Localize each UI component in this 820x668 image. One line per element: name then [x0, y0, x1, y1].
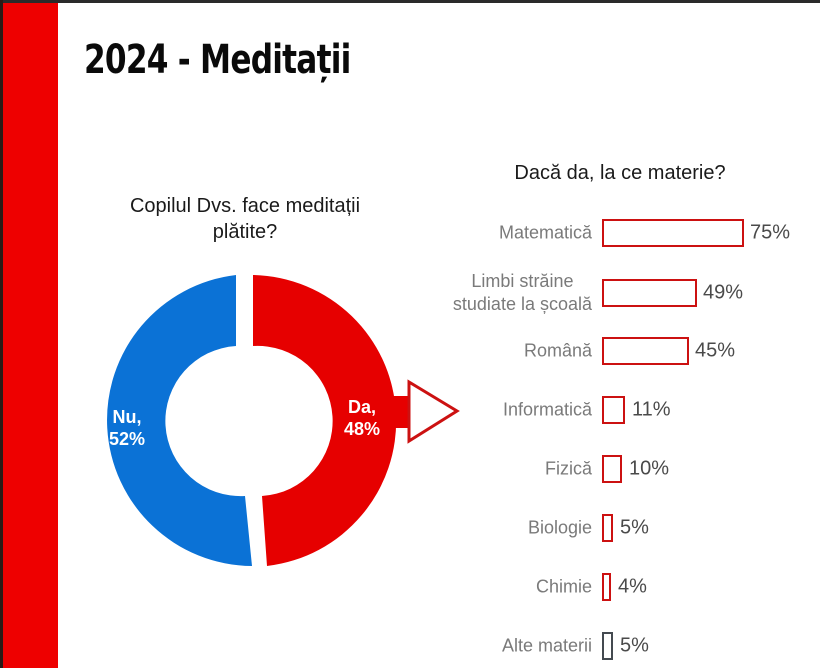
slice-label: Da,: [347, 397, 376, 417]
bar: [602, 396, 625, 424]
bar-row-biologie: Biologie 5%: [410, 514, 820, 542]
bar: [602, 219, 744, 247]
bar-row-matematica: Matematică 75%: [410, 219, 820, 247]
arrow-right-icon: [407, 379, 460, 444]
bar-label-line2: studiate la școală: [452, 294, 592, 314]
bar-value: 49%: [703, 281, 744, 304]
bar: [602, 455, 622, 483]
bar-label: Chimie: [535, 576, 592, 597]
arrow-stem: [392, 396, 412, 428]
bar-value: 11%: [632, 398, 671, 421]
bar-value: 5%: [620, 634, 649, 657]
bar-label-line1: Limbi străine: [471, 271, 574, 291]
bar-row-romana: Română 45%: [410, 337, 820, 365]
bar-value: 45%: [695, 339, 736, 362]
bar: [602, 279, 697, 307]
slice-value: 48%: [343, 419, 381, 439]
bar-value: 5%: [620, 516, 649, 539]
page-title: 2024 - Meditații: [84, 37, 351, 83]
bar-label: Limbi străine studiate la școală: [453, 270, 592, 316]
donut-label-no: Nu, 52%: [100, 406, 154, 450]
bar-label: Biologie: [527, 517, 592, 538]
left-edge: [0, 0, 3, 668]
bar: [602, 573, 611, 601]
donut-slice-no: [107, 275, 252, 566]
donut-label-yes: Da, 48%: [335, 396, 389, 440]
bar-label: Fizică: [544, 458, 592, 479]
bar-value: 75%: [750, 221, 791, 244]
slice-value: 52%: [108, 429, 146, 449]
bar: [602, 514, 613, 542]
accent-sidebar: [3, 3, 58, 668]
bar-row-chimie: Chimie 4%: [410, 573, 820, 601]
bar-label: Alte materii: [501, 635, 592, 656]
bar-value: 10%: [629, 457, 670, 480]
bar-label: Informatică: [502, 399, 592, 420]
bar: [602, 632, 613, 660]
bar: [602, 337, 689, 365]
slice-label: Nu,: [112, 407, 142, 427]
bar-row-limbi-straine: Limbi străine studiate la școală 49%: [410, 271, 820, 314]
donut-title-line1: Copilul Dvs. face meditații: [129, 195, 361, 217]
bar-chart-title: Dacă da, la ce materie?: [514, 162, 726, 184]
bar-row-informatica: Informatică 11%: [410, 396, 820, 424]
top-border: [0, 0, 820, 3]
donut-title-line2: plătite?: [212, 221, 278, 243]
donut-slice-yes: [253, 275, 397, 566]
bar-label: Română: [523, 340, 592, 361]
bar-row-fizica: Fizică 10%: [410, 455, 820, 483]
bar-value: 4%: [618, 575, 647, 598]
bar-label: Matematică: [498, 222, 592, 243]
bar-row-alte-materii: Alte materii 5%: [410, 632, 820, 660]
donut-chart-title: Copilul Dvs. face meditații plătite?: [80, 193, 410, 245]
